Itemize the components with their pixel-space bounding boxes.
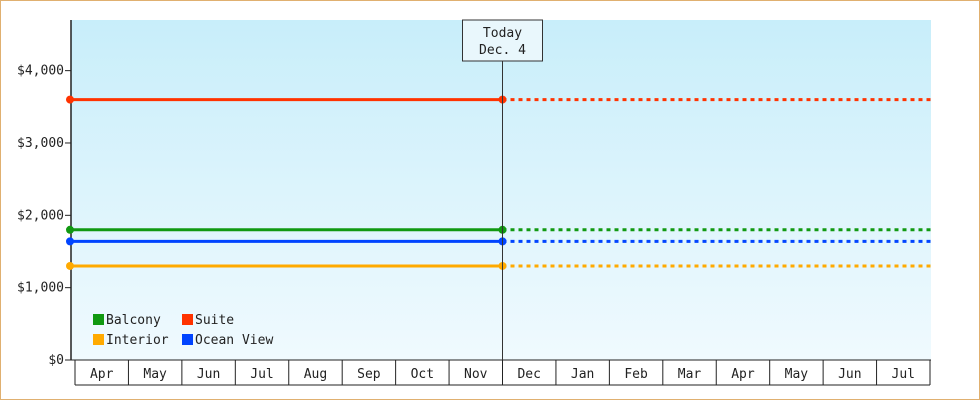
x-tick-label: Feb [624, 367, 648, 382]
x-tick-label: Apr [90, 367, 114, 382]
x-tick-label: Apr [731, 367, 755, 382]
series-point [66, 95, 74, 104]
series-point [66, 225, 74, 234]
legend-label: Interior [106, 333, 169, 348]
legend-swatch [182, 314, 193, 325]
plot-area [71, 20, 931, 360]
x-axis: Apr May Jun Jul Aug Sep Oct Nov Dec Jan Feb Mar Apr M… [71, 359, 931, 386]
today-marker: Today Dec. 4 [462, 19, 543, 360]
y-tick-label: $0 [48, 353, 64, 368]
x-tick-label: Jun [197, 367, 220, 382]
legend-item: Balcony [93, 313, 161, 328]
x-tick-label: Jul [250, 367, 273, 382]
series-point [66, 237, 74, 246]
today-date: Dec. 4 [479, 43, 526, 58]
legend-swatch [93, 334, 104, 345]
x-tick-label: Sep [357, 367, 381, 382]
y-tick-label: $4,000 [17, 64, 64, 79]
x-tick-label: Jan [571, 367, 594, 382]
legend-label: Suite [195, 313, 234, 328]
x-tick-label: Mar [678, 367, 702, 382]
y-tick-label: $2,000 [17, 208, 64, 223]
legend: Balcony Suite Interior Ocean View [93, 313, 273, 348]
legend-item: Suite [182, 313, 234, 328]
x-tick-label: Jul [892, 367, 915, 382]
x-tick-label: May [143, 367, 167, 382]
today-box [462, 19, 543, 62]
today-label: Today [483, 26, 522, 41]
y-axis: $0 $1,000 $2,000 $3,000 $4,000 [17, 20, 72, 368]
legend-label: Balcony [106, 313, 161, 328]
legend-item: Interior [93, 333, 169, 348]
x-tick-label: Nov [464, 367, 488, 382]
x-tick-label: May [785, 367, 809, 382]
y-tick-label: $3,000 [17, 136, 64, 151]
y-tick-label: $1,000 [17, 281, 64, 296]
series-lines [66, 95, 931, 270]
x-tick-label: Aug [304, 367, 327, 382]
legend-label: Ocean View [195, 333, 273, 348]
x-tick-label: Oct [411, 367, 434, 382]
legend-item: Ocean View [182, 333, 273, 348]
x-tick-label: Dec [517, 367, 540, 382]
series-point [66, 261, 74, 270]
x-tick-label: Jun [838, 367, 861, 382]
legend-swatch [93, 314, 104, 325]
legend-swatch [182, 334, 193, 345]
